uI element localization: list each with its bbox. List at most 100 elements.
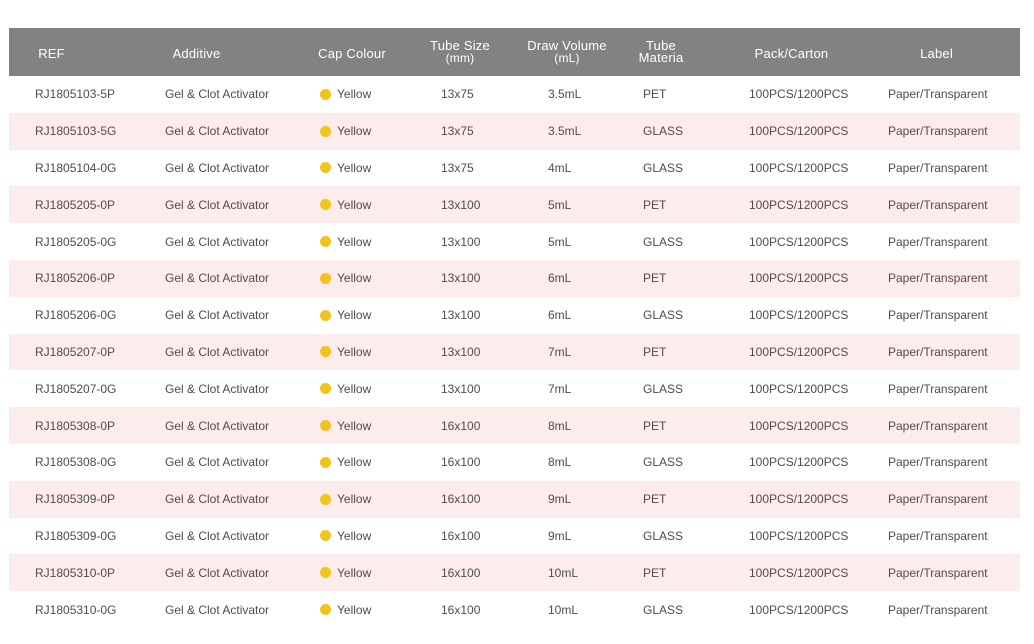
cell-draw-volume: 7mL xyxy=(548,370,571,407)
cell-tube-material: GLASS xyxy=(643,223,683,260)
cell-additive-text: Gel & Clot Activator xyxy=(165,87,270,102)
cell-cap-colour-text: Yellow xyxy=(337,197,372,212)
table-row: RJ1805207-0G Gel & Clot Activator Yellow 13… xyxy=(9,370,1020,407)
cell-ref: RJ1805206-0P xyxy=(35,260,115,297)
cell-label: Paper/Transparent xyxy=(888,297,988,334)
cell-pack-carton: 100PCS/1200PCS xyxy=(749,260,848,297)
cell-additive-text: Gel & Clot Activator xyxy=(165,124,270,139)
cell-additive: Gel & Clot Activator xyxy=(165,297,269,334)
cell-cap-colour-text: Yellow xyxy=(337,124,372,139)
cell-cap-colour-text: Yellow xyxy=(337,234,372,249)
cell-additive: Gel & Clot Activator xyxy=(165,407,269,444)
yellow-dot-icon xyxy=(320,567,331,579)
cell-label-text: Paper/Transparent xyxy=(888,565,988,580)
table-row: RJ1805205-0P Gel & Clot Activator Yellow 13… xyxy=(9,186,1020,224)
cell-tube-size-text: 16x100 xyxy=(441,492,481,507)
cell-pack-carton: 100PCS/1200PCS xyxy=(749,223,848,260)
cell-additive: Gel & Clot Activator xyxy=(165,76,269,113)
cell-pack-carton-text: 100PCS/1200PCS xyxy=(749,492,849,507)
cell-cap-colour-text: Yellow xyxy=(337,87,372,102)
header-additive: Additive xyxy=(139,28,254,78)
cell-tube-material: GLASS xyxy=(643,444,683,481)
cell-tube-material-text: PET xyxy=(643,418,667,433)
cell-pack-carton: 100PCS/1200PCS xyxy=(749,370,848,407)
cell-pack-carton: 100PCS/1200PCS xyxy=(749,591,848,628)
cell-label-text: Paper/Transparent xyxy=(888,308,988,323)
table-row: RJ1805206-0G Gel & Clot Activator Yellow 13… xyxy=(9,297,1020,334)
cell-ref-text: RJ1805104-0G xyxy=(35,160,117,175)
cell-additive-text: Gel & Clot Activator xyxy=(165,381,270,396)
cell-tube-size-text: 13x100 xyxy=(441,344,481,359)
cell-tube-material-text: PET xyxy=(643,271,667,286)
cell-ref: RJ1805309-0P xyxy=(35,481,115,518)
header-tube-size-label: Tube Size xyxy=(430,38,490,53)
cell-additive-text: Gel & Clot Activator xyxy=(165,418,270,433)
cell-draw-volume-text: 9mL xyxy=(548,492,572,507)
cell-cap-colour: Yellow xyxy=(320,481,371,518)
table-row: RJ1805103-5P Gel & Clot Activator Yellow 13… xyxy=(9,76,1020,113)
cell-label-text: Paper/Transparent xyxy=(888,418,988,433)
cell-cap-colour: Yellow xyxy=(320,186,371,223)
table-row: RJ1805205-0G Gel & Clot Activator Yellow 13… xyxy=(9,223,1020,260)
table-row: RJ1805309-0G Gel & Clot Activator Yellow 16… xyxy=(9,518,1020,555)
cell-tube-size: 16x100 xyxy=(441,554,480,591)
cell-cap-colour-text: Yellow xyxy=(337,528,372,543)
cell-tube-material-text: GLASS xyxy=(643,528,684,543)
cell-label-text: Paper/Transparent xyxy=(888,344,988,359)
cell-tube-size: 13x100 xyxy=(441,260,480,297)
cell-ref-text: RJ1805205-0P xyxy=(35,197,116,212)
cell-additive-text: Gel & Clot Activator xyxy=(165,602,270,617)
cell-draw-volume-text: 5mL xyxy=(548,234,572,249)
cell-tube-size-text: 16x100 xyxy=(441,565,481,580)
cell-additive: Gel & Clot Activator xyxy=(165,518,269,555)
cell-additive-text: Gel & Clot Activator xyxy=(165,271,270,286)
table-row: RJ1805309-0P Gel & Clot Activator Yellow 16… xyxy=(9,480,1020,518)
table-row: RJ1805103-5G Gel & Clot Activator Yellow 13… xyxy=(9,112,1020,150)
cell-additive-text: Gel & Clot Activator xyxy=(165,234,270,249)
cell-tube-material-text: GLASS xyxy=(643,160,684,175)
cell-tube-material-text: PET xyxy=(643,87,667,102)
cell-cap-colour: Yellow xyxy=(320,113,371,150)
cell-ref: RJ1805207-0G xyxy=(35,370,116,407)
cell-draw-volume: 8mL xyxy=(548,444,571,481)
cell-cap-colour: Yellow xyxy=(320,223,371,260)
cell-tube-size: 13x100 xyxy=(441,297,480,334)
header-tube-size: Tube Size (mm) xyxy=(419,28,501,76)
cell-label-text: Paper/Transparent xyxy=(888,381,988,396)
cell-additive-text: Gel & Clot Activator xyxy=(165,528,270,543)
yellow-dot-icon xyxy=(320,309,331,321)
cell-label: Paper/Transparent xyxy=(888,444,988,481)
cell-label-text: Paper/Transparent xyxy=(888,602,988,617)
cell-additive: Gel & Clot Activator xyxy=(165,370,269,407)
cell-cap-colour: Yellow xyxy=(320,76,371,113)
cell-ref: RJ1805206-0G xyxy=(35,297,116,334)
table-row: RJ1805308-0G Gel & Clot Activator Yellow 16… xyxy=(9,444,1020,481)
table-row: RJ1805104-0G Gel & Clot Activator Yellow 13… xyxy=(9,150,1020,187)
cell-label: Paper/Transparent xyxy=(888,76,988,113)
cell-draw-volume: 5mL xyxy=(548,223,571,260)
cell-tube-material: PET xyxy=(643,260,666,297)
cell-ref: RJ1805205-0G xyxy=(35,223,116,260)
cell-pack-carton-text: 100PCS/1200PCS xyxy=(749,418,849,433)
cell-cap-colour-text: Yellow xyxy=(337,602,372,617)
header-draw-volume: Draw Volume (mL) xyxy=(517,28,617,76)
cell-tube-size-text: 13x100 xyxy=(441,381,481,396)
cell-tube-size-text: 16x100 xyxy=(441,528,481,543)
header-tube-material-line2: Materia xyxy=(638,50,684,65)
cell-additive: Gel & Clot Activator xyxy=(165,591,269,628)
cell-label: Paper/Transparent xyxy=(888,591,988,628)
cell-cap-colour-text: Yellow xyxy=(337,271,372,286)
cell-draw-volume: 7mL xyxy=(548,334,571,371)
cell-pack-carton: 100PCS/1200PCS xyxy=(749,334,848,371)
cell-ref: RJ1805207-0P xyxy=(35,334,115,371)
cell-cap-colour: Yellow xyxy=(320,260,371,297)
cell-tube-material: GLASS xyxy=(643,113,683,150)
cell-cap-colour: Yellow xyxy=(320,150,371,187)
cell-draw-volume-text: 7mL xyxy=(548,381,572,396)
cell-draw-volume: 10mL xyxy=(548,554,578,591)
cell-ref-text: RJ1805308-0P xyxy=(35,418,116,433)
cell-additive-text: Gel & Clot Activator xyxy=(165,197,270,212)
cell-additive: Gel & Clot Activator xyxy=(165,334,269,371)
cell-tube-material-text: PET xyxy=(643,197,667,212)
cell-draw-volume: 3.5mL xyxy=(548,76,581,113)
